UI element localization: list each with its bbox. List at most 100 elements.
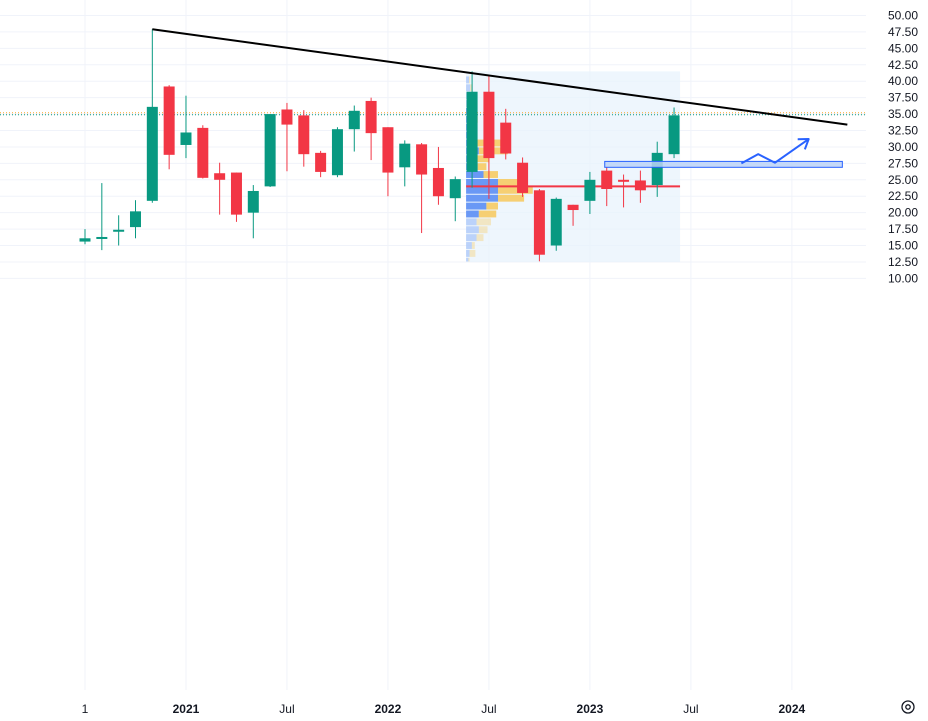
volume-profile-bar-down [497, 194, 525, 202]
candle[interactable] [79, 229, 91, 245]
candle-body [533, 190, 545, 255]
candle[interactable] [584, 171, 596, 214]
candle[interactable] [247, 185, 259, 239]
candle[interactable] [517, 157, 529, 197]
volume-profile-bar-down [474, 155, 490, 163]
volume-profile-bar-down [468, 257, 470, 262]
y-axis-tick-label: 32.50 [888, 124, 918, 138]
candle[interactable] [230, 172, 242, 222]
volume-profile-bar-down [476, 234, 484, 242]
candle[interactable] [146, 29, 158, 203]
volume-profile-bar-up [466, 257, 469, 262]
candle[interactable] [500, 108, 512, 160]
candle-body [567, 204, 579, 211]
gear-icon [901, 700, 915, 714]
candle[interactable] [601, 167, 613, 207]
y-axis[interactable]: 10.00 12.50 15.00 17.50 20.00 22.50 25.00 27.50… [888, 9, 918, 286]
candle-body [382, 127, 394, 173]
candle[interactable] [197, 125, 209, 179]
candle[interactable] [416, 142, 428, 234]
candle[interactable] [96, 183, 108, 251]
volume-profile-bar-down [497, 186, 533, 194]
projection-arrow-head [797, 138, 810, 150]
support-zone-rectangle[interactable] [604, 160, 843, 168]
candle[interactable] [129, 200, 141, 239]
candle[interactable] [399, 140, 411, 187]
volume-profile-bar-up [466, 234, 477, 242]
x-axis[interactable]: 1 2021 Jul 2022 Jul 2023 Jul 2024 [82, 702, 806, 716]
candle[interactable] [180, 95, 192, 159]
candle-body [315, 152, 327, 172]
candle[interactable] [365, 97, 377, 161]
y-axis-tick-label: 22.50 [888, 189, 918, 203]
candle-body [197, 127, 209, 178]
candle[interactable] [567, 204, 579, 226]
y-axis-tick-label: 20.00 [888, 206, 918, 220]
candle[interactable] [113, 215, 125, 246]
candle[interactable] [281, 102, 293, 172]
x-axis-tick-label: 2022 [375, 702, 402, 716]
candle[interactable] [550, 197, 562, 251]
volume-profile-bar-up [466, 171, 484, 178]
candle[interactable] [618, 174, 630, 208]
candles[interactable] [79, 29, 680, 262]
trendline[interactable] [152, 28, 848, 126]
volume-profile-bar-up [466, 218, 477, 226]
x-axis-tick-label: 1 [82, 702, 89, 716]
x-axis-tick-label: Jul [683, 702, 698, 716]
x-axis-tick-label: Jul [481, 702, 496, 716]
volume-profile-bar-up [466, 202, 487, 210]
candle-body [601, 170, 613, 190]
candle-body [96, 236, 108, 239]
y-axis-tick-label: 35.00 [888, 107, 918, 121]
volume-profile-bar-up [466, 242, 472, 249]
candle[interactable] [483, 74, 495, 199]
y-axis-tick-label: 45.00 [888, 41, 918, 55]
x-axis-tick-label: 2021 [173, 702, 200, 716]
volume-profile-bar-up [466, 84, 471, 92]
candle[interactable] [466, 71, 478, 188]
candle[interactable] [533, 189, 545, 262]
projection-arrow-path[interactable] [740, 138, 810, 165]
volume-profile-bar-down [483, 171, 498, 178]
candle[interactable] [651, 141, 663, 197]
candle[interactable] [264, 114, 276, 188]
candle[interactable] [668, 107, 680, 159]
volume-profile-bar-up [466, 76, 469, 84]
candle-body [449, 179, 461, 199]
x-axis-tick-label: 2023 [577, 702, 604, 716]
candle-body [634, 180, 646, 191]
candle[interactable] [315, 150, 327, 178]
candle[interactable] [432, 146, 444, 205]
chart-settings-button[interactable] [901, 700, 915, 714]
candle[interactable] [163, 85, 175, 170]
volume-profile-bar-down [478, 210, 497, 218]
candle-body [651, 152, 663, 186]
volume-profile-bar-up [466, 226, 479, 234]
y-axis-tick-label: 30.00 [888, 140, 918, 154]
x-axis-tick-label: Jul [279, 702, 294, 716]
candle-body [180, 132, 192, 145]
candle[interactable] [214, 162, 226, 215]
candle-body [247, 190, 259, 213]
candle[interactable] [348, 105, 360, 152]
candle-body [79, 238, 91, 242]
candle-body [146, 106, 158, 201]
y-axis-tick-label: 47.50 [888, 25, 918, 39]
y-axis-tick-label: 17.50 [888, 222, 918, 236]
volume-profile-bar-down [469, 249, 476, 257]
candle-body [466, 91, 478, 172]
y-axis-tick-label: 40.00 [888, 74, 918, 88]
candle-body [668, 115, 680, 155]
candle[interactable] [331, 127, 343, 178]
candle[interactable] [382, 127, 394, 197]
volume-profile-bar-up [466, 249, 470, 257]
volume-profile-bar-down [486, 202, 498, 210]
candle[interactable] [634, 170, 646, 203]
y-axis-tick-label: 15.00 [888, 239, 918, 253]
drawings[interactable] [152, 28, 848, 168]
candle[interactable] [298, 110, 310, 167]
candle[interactable] [449, 176, 461, 222]
